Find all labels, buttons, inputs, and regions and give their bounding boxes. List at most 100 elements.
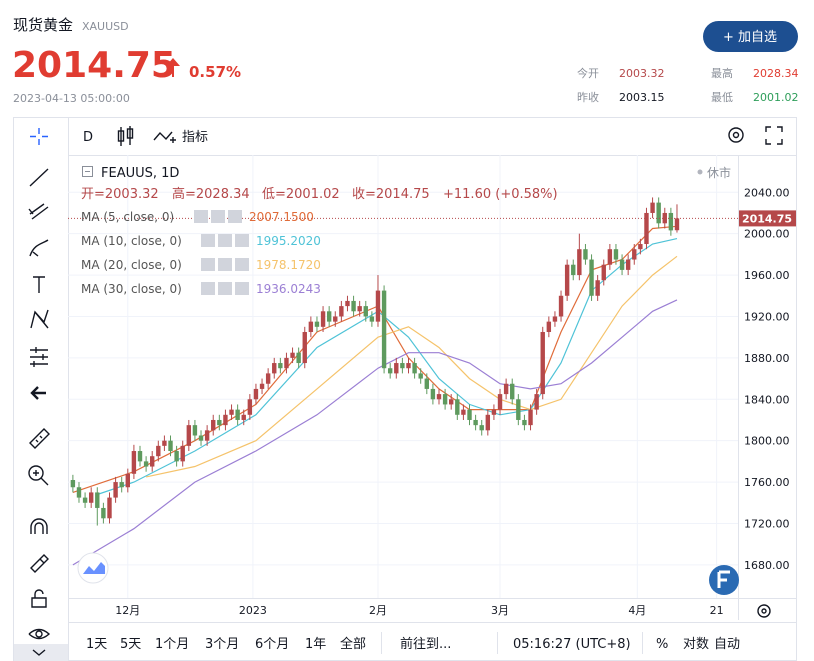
ma-legend-button[interactable] [211,210,225,223]
ma-legend-value: 1936.0243 [256,282,321,296]
range-button[interactable]: 5天 [120,637,141,652]
candle-body [272,363,277,374]
candle-body [558,295,564,317]
percent-toggle[interactable]: % [656,637,668,652]
y-tick-label: 1840.00 [744,393,790,406]
ma-legend-button[interactable] [218,282,232,295]
x-tick-label: 2月 [369,604,387,617]
candle-body [510,383,515,400]
change: 0.57% [189,63,241,81]
quote-label: 今开 [577,66,599,80]
ohlc-low: 低=2001.02 [262,187,340,202]
range-button[interactable]: 1天 [86,637,107,652]
collapse-legend[interactable] [82,166,93,177]
candle-body [162,440,167,446]
auto-toggle[interactable]: 自动 [714,637,740,652]
goto-date[interactable]: 前往到... [400,636,451,652]
candle-body [381,290,387,369]
candle-body [88,492,94,503]
candle-body [113,482,118,498]
candle-body [308,321,314,332]
up-arrow [166,58,180,77]
candle-body [528,409,533,426]
draw-mode-tool[interactable] [30,554,49,573]
candle-body [442,394,448,405]
ma-legend-button[interactable] [235,258,249,271]
text-tool[interactable] [33,276,45,293]
candle-body [491,409,497,415]
pattern-tool[interactable] [30,309,49,329]
candle-body [424,378,429,389]
candle-body [656,202,661,224]
y-tick-label: 1920.00 [744,310,790,323]
ma-legend-button[interactable] [228,210,242,223]
ohlc-open: 开=2003.32 [81,187,159,202]
indicator-icon[interactable] [153,131,176,143]
y-tick-label: 2000.00 [744,228,790,241]
ma-legend-value: 1978.1720 [256,258,321,272]
candle-body [546,321,552,332]
candle-body [449,399,454,405]
y-tick-label: 1800.00 [744,435,790,448]
quote-value: 2003.32 [619,67,665,80]
range-button[interactable]: 1个月 [155,637,189,652]
ma-legend-button[interactable] [201,258,215,271]
lock-tool[interactable] [31,589,47,608]
add-watchlist-label[interactable]: + 加自选 [723,30,777,45]
candle-body [204,430,210,441]
x-tick-label: 12月 [115,604,140,617]
indicators-button[interactable]: 指标 [182,130,208,145]
ma-legend-button[interactable] [218,258,232,271]
crosshair-tool[interactable] [30,128,48,145]
candle-body [619,259,625,270]
moving-average-line [97,238,678,496]
candle-body [119,482,124,488]
fullscreen-icon[interactable] [765,126,783,145]
candle-body [601,264,606,281]
candle-body [82,497,88,503]
candle-body [387,368,393,374]
candle-body [400,363,405,369]
back-tool[interactable] [30,386,46,400]
y-tick-label: 1880.00 [744,352,790,365]
candle-body [503,383,509,395]
ma-legend-button[interactable] [235,234,249,247]
candle-body [412,363,417,374]
candle-body [461,409,466,415]
range-button[interactable]: 3个月 [205,637,239,652]
ma-legend-button[interactable] [201,282,215,295]
fib-tool[interactable] [28,203,49,220]
measure-tool[interactable] [29,428,50,449]
quote-value: 2003.15 [619,91,665,104]
candle-body [516,399,521,420]
ma-legend-name: MA (20, close, 0) [81,258,182,272]
price: 2014.75 [12,45,176,86]
zoom-tool[interactable] [28,465,49,486]
ma-legend-button[interactable] [235,282,249,295]
range-button[interactable]: 1年 [305,637,326,652]
candle-body [186,425,192,446]
interval[interactable]: D [83,130,93,145]
range-button[interactable]: 6个月 [255,637,289,652]
candle-body [229,409,234,415]
visibility-tool[interactable] [28,628,51,640]
ma-legend-button[interactable] [218,234,232,247]
plot [68,155,738,598]
log-toggle[interactable]: 对数 [683,637,709,652]
status-dot [697,169,703,175]
prediction-tool[interactable] [30,347,48,367]
trendline-tool[interactable] [29,168,49,187]
brush-tool[interactable] [29,239,49,257]
axis-settings[interactable] [757,604,771,618]
range-button[interactable]: 全部 [340,636,366,652]
magnet-tool[interactable] [30,518,48,534]
settings-icon[interactable] [728,127,744,143]
collapse-toolbar[interactable] [32,649,46,656]
candle-body [235,409,240,420]
candle-type-icon[interactable] [117,126,134,146]
clock: 05:16:27 (UTC+8) [513,637,631,652]
add-watchlist-button[interactable] [703,21,798,52]
ma-legend-button[interactable] [194,210,208,223]
ma-legend-button[interactable] [201,234,215,247]
